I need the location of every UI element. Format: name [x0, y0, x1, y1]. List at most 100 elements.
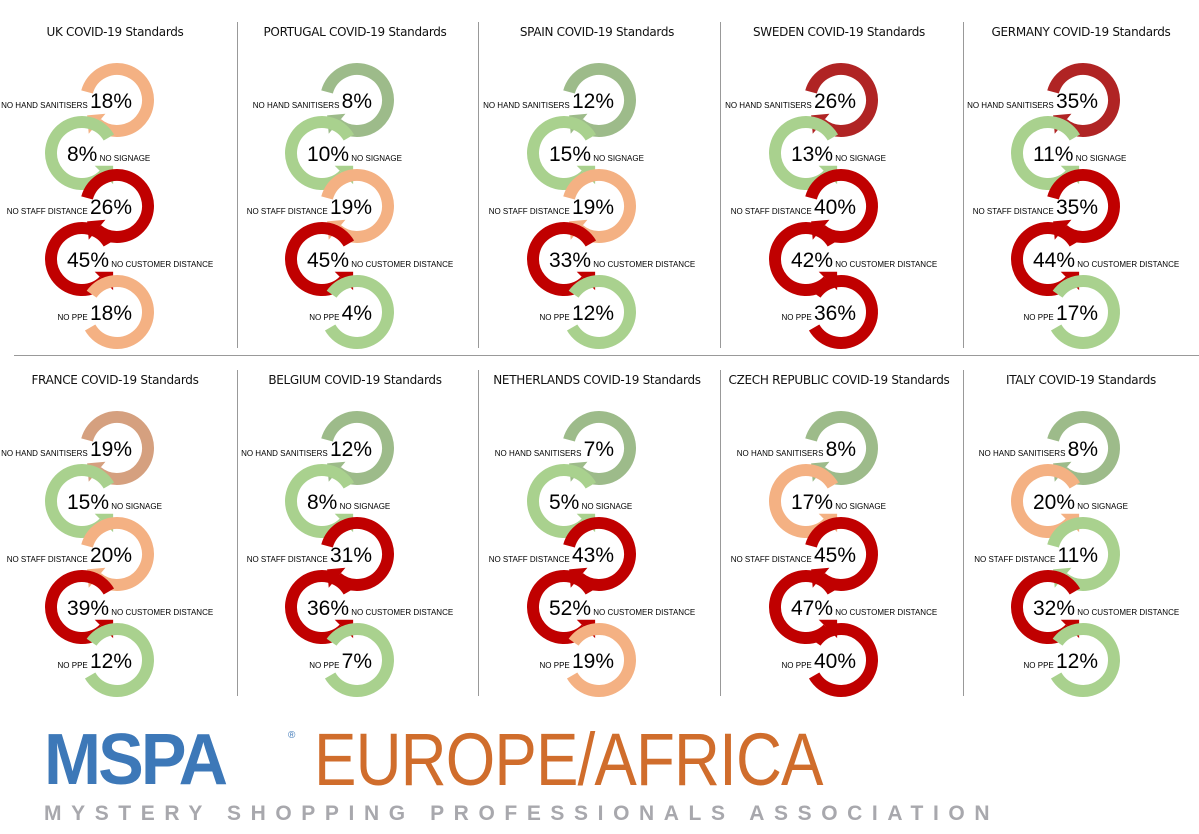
arc-mark [84, 623, 154, 697]
metric-label: NO PPE [1024, 313, 1056, 322]
percent-value: 33% [549, 249, 591, 272]
percent-value: 7% [584, 438, 614, 461]
metric-label: NO HAND SANITISERS [1, 101, 90, 110]
percent-value: 8% [342, 90, 372, 113]
arc-mark [808, 623, 878, 697]
panel-title: ITALY COVID-19 Standards [1005, 373, 1157, 387]
data-label: NO PPE 17% [1024, 302, 1098, 325]
percent-value: 26% [814, 90, 856, 113]
metric-label: NO CUSTOMER DISTANCE [833, 608, 937, 617]
arc-mark [321, 169, 394, 243]
percent-value: 26% [90, 196, 132, 219]
data-label: NO STAFF DISTANCE 19% [247, 196, 372, 219]
percent-value: 47% [791, 597, 833, 620]
arc-mark [1011, 464, 1081, 538]
arc-mark [1011, 222, 1081, 296]
data-label: NO PPE 12% [1024, 650, 1098, 673]
metric-label: NO PPE [58, 661, 90, 670]
metric-label: NO PPE [309, 313, 341, 322]
percent-value: 19% [572, 196, 614, 219]
arc-mark [805, 63, 878, 137]
percent-value: 18% [90, 302, 132, 325]
percent-value: 5% [549, 491, 579, 514]
metric-label: NO SIGNAGE [833, 502, 886, 511]
percent-value: 8% [1068, 438, 1098, 461]
data-label: NO PPE 18% [58, 302, 132, 325]
arc-mark [81, 63, 154, 137]
metric-label: NO SIGNAGE [591, 154, 644, 163]
percent-value: 8% [307, 491, 337, 514]
data-label: 17% NO SIGNAGE [791, 491, 886, 514]
data-label: NO HAND SANITISERS 12% [483, 90, 614, 113]
percent-value: 35% [1056, 90, 1098, 113]
percent-value: 8% [826, 438, 856, 461]
column-divider [478, 370, 479, 696]
data-label: 44% NO CUSTOMER DISTANCE [1033, 249, 1179, 272]
data-label: NO STAFF DISTANCE 35% [973, 196, 1098, 219]
arc-mark [769, 116, 839, 190]
column-divider [963, 22, 964, 348]
data-label: 32% NO CUSTOMER DISTANCE [1033, 597, 1179, 620]
panel-title: UK COVID-19 Standards [46, 25, 184, 39]
logo-region: EUROPE/AFRICA [314, 718, 823, 801]
data-label: NO STAFF DISTANCE 45% [731, 544, 856, 567]
arc-mark [527, 116, 597, 190]
percent-value: 40% [814, 196, 856, 219]
data-label: NO STAFF DISTANCE 26% [7, 196, 132, 219]
panel-title: GERMANY COVID-19 Standards [991, 25, 1171, 39]
data-label: 8% NO SIGNAGE [307, 491, 390, 514]
percent-value: 32% [1033, 597, 1075, 620]
metric-label: NO SIGNAGE [97, 154, 150, 163]
percent-value: 17% [1056, 302, 1098, 325]
percent-value: 8% [67, 143, 97, 166]
metric-label: NO STAFF DISTANCE [489, 207, 572, 216]
logo-registered-mark: ® [288, 730, 296, 741]
data-label: NO HAND SANITISERS 26% [725, 90, 856, 113]
arc-mark [324, 275, 394, 349]
arc-mark [285, 464, 355, 538]
metric-label: NO STAFF DISTANCE [489, 555, 572, 564]
metric-label: NO SIGNAGE [349, 154, 402, 163]
metric-label: NO PPE [782, 661, 814, 670]
data-label: NO PPE 40% [782, 650, 856, 673]
data-label: NO HAND SANITISERS 8% [737, 438, 856, 461]
percent-value: 36% [814, 302, 856, 325]
percent-value: 35% [1056, 196, 1098, 219]
percent-value: 36% [307, 597, 349, 620]
data-label: NO PPE 36% [782, 302, 856, 325]
percent-value: 42% [791, 249, 833, 272]
data-label: 11% NO SIGNAGE [1033, 143, 1126, 166]
percent-value: 18% [90, 90, 132, 113]
arc-mark [84, 275, 154, 349]
arc-mark [1047, 169, 1120, 243]
arc-mark [285, 116, 355, 190]
percent-value: 19% [330, 196, 372, 219]
data-label: NO HAND SANITISERS 8% [253, 90, 372, 113]
row-divider [14, 355, 1199, 356]
data-label: 13% NO SIGNAGE [791, 143, 886, 166]
column-divider [237, 370, 238, 696]
percent-value: 17% [791, 491, 833, 514]
metric-label: NO HAND SANITISERS [725, 101, 814, 110]
data-label: NO PPE 7% [309, 650, 372, 673]
metric-label: NO SIGNAGE [833, 154, 886, 163]
metric-label: NO CUSTOMER DISTANCE [1075, 260, 1179, 269]
metric-label: NO PPE [540, 313, 572, 322]
data-label: NO STAFF DISTANCE 11% [974, 544, 1098, 567]
percent-value: 45% [307, 249, 349, 272]
data-label: NO HAND SANITISERS 18% [1, 90, 132, 113]
country-panel: BELGIUM COVID-19 Standards NO HAND SANITI… [240, 368, 480, 698]
metric-label: NO CUSTOMER DISTANCE [833, 260, 937, 269]
arc-mark [563, 169, 636, 243]
percent-value: 10% [307, 143, 349, 166]
panel-title: SWEDEN COVID-19 Standards [752, 25, 926, 39]
arc-mark [566, 275, 636, 349]
arc-mark [81, 517, 154, 591]
metric-label: NO HAND SANITISERS [979, 449, 1068, 458]
percent-value: 19% [572, 650, 614, 673]
metric-label: NO CUSTOMER DISTANCE [109, 260, 213, 269]
arc-mark [1047, 411, 1120, 485]
